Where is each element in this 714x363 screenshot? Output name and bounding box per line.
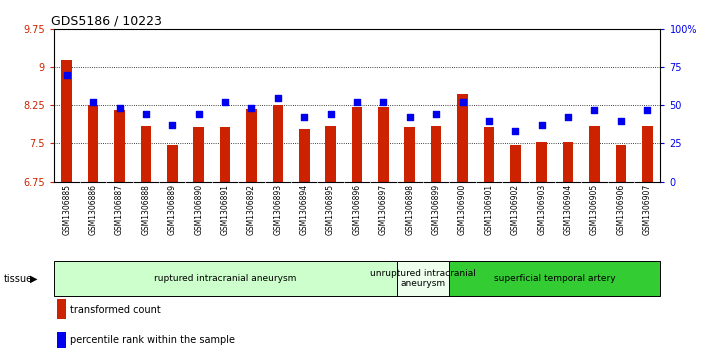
- Point: [140, 111, 151, 117]
- Bar: [61, 60, 72, 182]
- Bar: [563, 142, 573, 182]
- Point: [431, 111, 442, 117]
- FancyBboxPatch shape: [449, 261, 660, 296]
- Point: [642, 107, 653, 113]
- Text: GSM1306904: GSM1306904: [563, 184, 573, 235]
- Bar: [378, 107, 388, 182]
- Text: GSM1306900: GSM1306900: [458, 184, 467, 235]
- Text: GSM1306885: GSM1306885: [62, 184, 71, 235]
- Point: [563, 115, 574, 121]
- Point: [378, 99, 389, 105]
- Bar: [114, 110, 125, 182]
- Bar: [536, 142, 547, 182]
- Point: [272, 95, 283, 101]
- Text: GSM1306901: GSM1306901: [484, 184, 493, 235]
- Bar: [167, 145, 178, 182]
- Bar: [483, 127, 494, 182]
- Text: GSM1306898: GSM1306898: [406, 184, 414, 235]
- Bar: [431, 126, 441, 182]
- Point: [298, 115, 310, 121]
- Text: ▶: ▶: [30, 274, 38, 284]
- Bar: [642, 126, 653, 182]
- Point: [589, 107, 600, 113]
- Text: GSM1306897: GSM1306897: [379, 184, 388, 235]
- Text: transformed count: transformed count: [70, 305, 161, 315]
- Text: GSM1306895: GSM1306895: [326, 184, 335, 235]
- Point: [351, 99, 363, 105]
- Point: [61, 72, 72, 78]
- Text: ruptured intracranial aneurysm: ruptured intracranial aneurysm: [154, 274, 296, 283]
- Point: [219, 99, 231, 105]
- Text: GSM1306887: GSM1306887: [115, 184, 124, 235]
- Text: unruptured intracranial
aneurysm: unruptured intracranial aneurysm: [370, 269, 476, 288]
- Point: [87, 99, 99, 105]
- Point: [536, 122, 548, 128]
- Bar: [326, 126, 336, 182]
- Text: GSM1306893: GSM1306893: [273, 184, 282, 235]
- Text: GSM1306889: GSM1306889: [168, 184, 177, 235]
- Text: GSM1306894: GSM1306894: [300, 184, 308, 235]
- FancyBboxPatch shape: [54, 261, 396, 296]
- Text: GDS5186 / 10223: GDS5186 / 10223: [51, 15, 161, 28]
- Text: GSM1306892: GSM1306892: [247, 184, 256, 235]
- Text: GSM1306896: GSM1306896: [353, 184, 361, 235]
- Bar: [246, 109, 257, 182]
- Point: [246, 105, 257, 111]
- Text: GSM1306902: GSM1306902: [511, 184, 520, 235]
- Point: [457, 99, 468, 105]
- Bar: [220, 127, 231, 182]
- Bar: [88, 105, 99, 182]
- Text: GSM1306891: GSM1306891: [221, 184, 230, 235]
- Bar: [352, 107, 362, 182]
- Text: tissue: tissue: [4, 274, 33, 284]
- Point: [483, 118, 495, 123]
- Bar: [615, 145, 626, 182]
- Bar: [589, 126, 600, 182]
- Bar: [299, 129, 309, 182]
- Point: [193, 111, 204, 117]
- Text: GSM1306890: GSM1306890: [194, 184, 203, 235]
- Point: [166, 122, 178, 128]
- Text: GSM1306886: GSM1306886: [89, 184, 98, 235]
- Bar: [141, 126, 151, 182]
- Text: GSM1306905: GSM1306905: [590, 184, 599, 235]
- Bar: [405, 127, 415, 182]
- FancyBboxPatch shape: [396, 261, 449, 296]
- Bar: [457, 94, 468, 182]
- Point: [615, 118, 627, 123]
- Point: [404, 115, 416, 121]
- Point: [510, 128, 521, 134]
- Point: [114, 105, 125, 111]
- Text: superficial temporal artery: superficial temporal artery: [494, 274, 615, 283]
- Point: [325, 111, 336, 117]
- Text: GSM1306888: GSM1306888: [141, 184, 151, 235]
- Text: GSM1306906: GSM1306906: [616, 184, 625, 235]
- Bar: [193, 127, 204, 182]
- Bar: [510, 145, 521, 182]
- Text: GSM1306907: GSM1306907: [643, 184, 652, 235]
- Text: GSM1306899: GSM1306899: [432, 184, 441, 235]
- Text: percentile rank within the sample: percentile rank within the sample: [70, 335, 235, 346]
- Text: GSM1306903: GSM1306903: [537, 184, 546, 235]
- Bar: [273, 105, 283, 182]
